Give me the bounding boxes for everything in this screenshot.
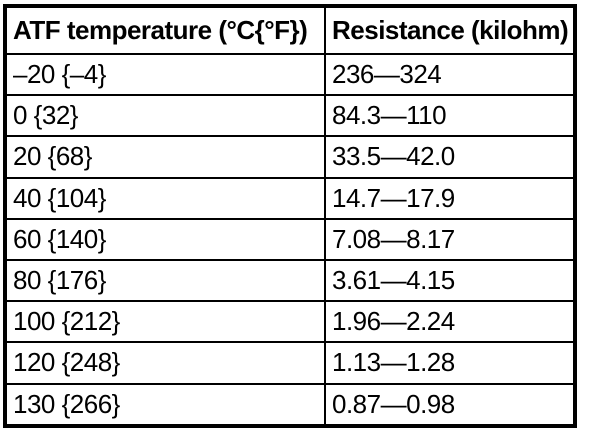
table-row: 100 {212} 1.96—2.24 [4, 300, 576, 344]
table-row: 60 {140} 7.08—8.17 [4, 217, 576, 261]
resistance-cell: 0.87—0.98 [324, 382, 576, 427]
resistance-cell: 84.3—110 [324, 94, 576, 138]
table-row: 20 {68} 33.5—42.0 [4, 135, 576, 179]
temperature-cell: 40 {104} [4, 176, 326, 220]
resistance-cell: 1.13—1.28 [324, 341, 576, 385]
temperature-cell: 120 {248} [4, 341, 326, 385]
resistance-cell: 3.61—4.15 [324, 258, 576, 303]
resistance-cell: 33.5—42.0 [324, 135, 576, 179]
resistance-cell: 236—324 [324, 52, 576, 97]
table-row: 130 {266} 0.87—0.98 [4, 382, 576, 427]
header-row: ATF temperature (°C{°F}) Resistance (kil… [4, 5, 576, 55]
table-row: 40 {104} 14.7—17.9 [4, 176, 576, 220]
temperature-cell: –20 {–4} [4, 52, 326, 97]
temperature-cell: 100 {212} [4, 300, 326, 344]
temperature-cell: 80 {176} [4, 258, 326, 303]
temperature-cell: 130 {266} [4, 382, 326, 427]
table-row: 80 {176} 3.61—4.15 [4, 258, 576, 303]
resistance-cell: 7.08—8.17 [324, 217, 576, 261]
column-header-resistance: Resistance (kilohm) [324, 5, 576, 55]
temperature-cell: 0 {32} [4, 94, 326, 138]
resistance-cell: 1.96—2.24 [324, 300, 576, 344]
atf-resistance-table: ATF temperature (°C{°F}) Resistance (kil… [3, 4, 577, 428]
column-header-temperature: ATF temperature (°C{°F}) [4, 5, 326, 55]
table-row: –20 {–4} 236—324 [4, 52, 576, 97]
resistance-cell: 14.7—17.9 [324, 176, 576, 220]
table-row: 0 {32} 84.3—110 [4, 94, 576, 138]
temperature-cell: 20 {68} [4, 135, 326, 179]
table-row: 120 {248} 1.13—1.28 [4, 341, 576, 385]
temperature-cell: 60 {140} [4, 217, 326, 261]
